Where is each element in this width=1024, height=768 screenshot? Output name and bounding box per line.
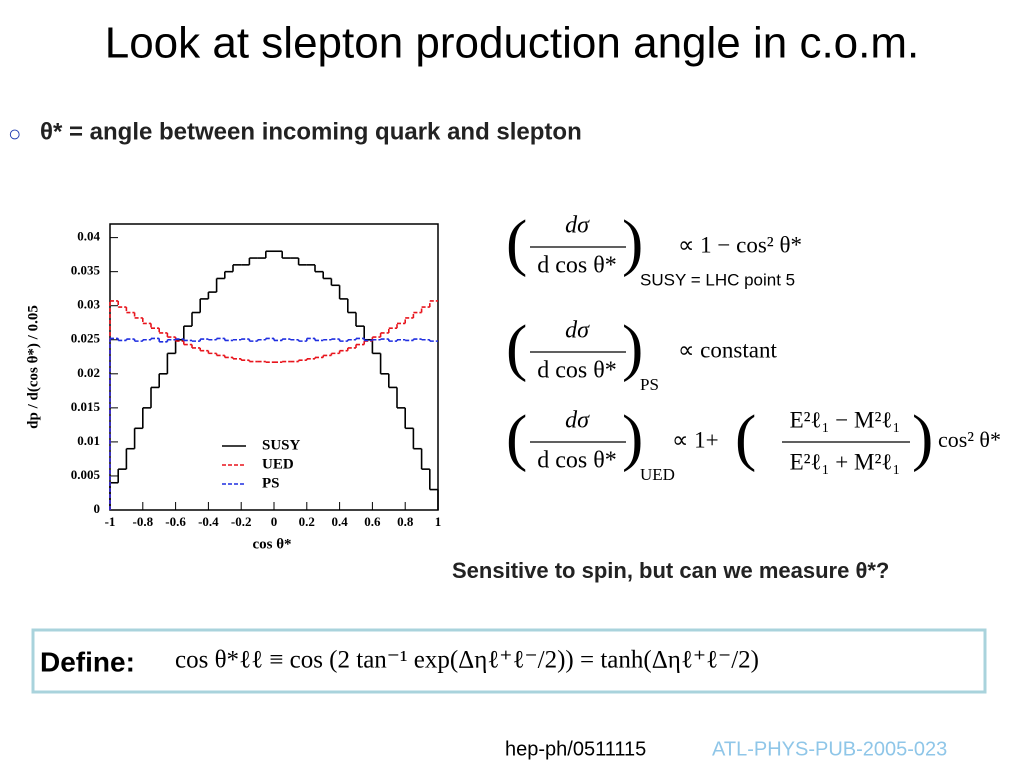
paren: ) — [912, 402, 933, 473]
y-tick-label: 0.015 — [71, 399, 101, 414]
fraction-denominator: d cos θ* — [537, 253, 617, 279]
fraction-numerator: dσ — [565, 213, 590, 239]
subscript: UED — [640, 465, 675, 484]
y-tick-label: 0.035 — [71, 263, 101, 278]
x-tick-label: -0.6 — [165, 514, 186, 529]
define-formula: cos θ*ℓℓ ≡ cos (2 tan⁻¹ exp(Δηℓ⁺ℓ⁻/2)) =… — [175, 647, 759, 674]
fraction-denominator: d cos θ* — [537, 358, 617, 384]
y-tick-label: 0.02 — [77, 365, 100, 380]
paren: ( — [506, 207, 527, 278]
x-tick-label: -0.4 — [198, 514, 219, 529]
fraction-numerator: dσ — [565, 318, 590, 344]
reference: hep-ph/0511115 — [505, 738, 646, 760]
histogram-chart: 0 0.005 0.01 0.015 0.02 0.025 0.03 0.035 0.04 -1 -… — [25, 223, 442, 552]
y-tick-label: 0.03 — [77, 297, 100, 312]
paren: ) — [622, 402, 643, 473]
x-tick-label: 0.4 — [331, 514, 348, 529]
x-axis-label: cos θ* — [252, 536, 291, 552]
x-tick-label: -0.8 — [133, 514, 154, 529]
bullet-text: θ* = angle between incoming quark and sl… — [40, 118, 582, 145]
paren: ( — [735, 402, 756, 473]
paren: ) — [622, 312, 643, 383]
legend-label: UED — [262, 456, 294, 472]
slide-title: Look at slepton production angle in c.o.… — [105, 19, 920, 68]
y-tick-label: 0.025 — [71, 331, 101, 346]
x-tick-label: -1 — [105, 514, 116, 529]
x-tick-label: 0.8 — [397, 514, 414, 529]
paren: ( — [506, 402, 527, 473]
y-tick-label: 0.04 — [77, 229, 100, 244]
x-tick-label: 0.6 — [364, 514, 381, 529]
bullet-icon: ○ — [8, 121, 21, 146]
legend-label: SUSY — [262, 437, 301, 453]
y-axis-label: dp / d(cos θ*) / 0.05 — [25, 305, 41, 429]
define-label: Define: — [40, 646, 135, 677]
y-tick-label: 0 — [94, 501, 101, 516]
note: Sensitive to spin, but can we measure θ*… — [452, 558, 889, 583]
rhs: ∝ 1 − cos² θ* — [678, 232, 802, 257]
define-box — [31, 628, 987, 694]
paren: ( — [506, 312, 527, 383]
x-tick-label: -0.2 — [231, 514, 252, 529]
rhs-suffix: cos² θ* — [938, 427, 1001, 452]
subscript: SUSY = LHC point 5 — [640, 270, 795, 289]
paren: ) — [622, 207, 643, 278]
rhs: ∝ 1+ — [672, 427, 719, 452]
x-tick-label: 0.2 — [299, 514, 315, 529]
reference: ATL-PHYS-PUB-2005-023 — [712, 738, 947, 760]
x-tick-label: 1 — [435, 514, 442, 529]
equations: (dσd cos θ*)SUSY = LHC point 5∝ 1 − cos²… — [506, 207, 1001, 484]
rhs: ∝ constant — [678, 337, 777, 362]
fraction-numerator: dσ — [565, 408, 590, 434]
legend-label: PS — [262, 475, 280, 491]
y-tick-label: 0.01 — [77, 433, 100, 448]
fraction-denominator: E²ℓ₁ + M²ℓ₁ — [790, 449, 901, 474]
x-tick-label: 0 — [271, 514, 278, 529]
subscript: PS — [640, 375, 659, 394]
fraction-denominator: d cos θ* — [537, 448, 617, 474]
fraction-numerator: E²ℓ₁ − M²ℓ₁ — [790, 407, 901, 432]
y-tick-label: 0.005 — [71, 467, 101, 482]
